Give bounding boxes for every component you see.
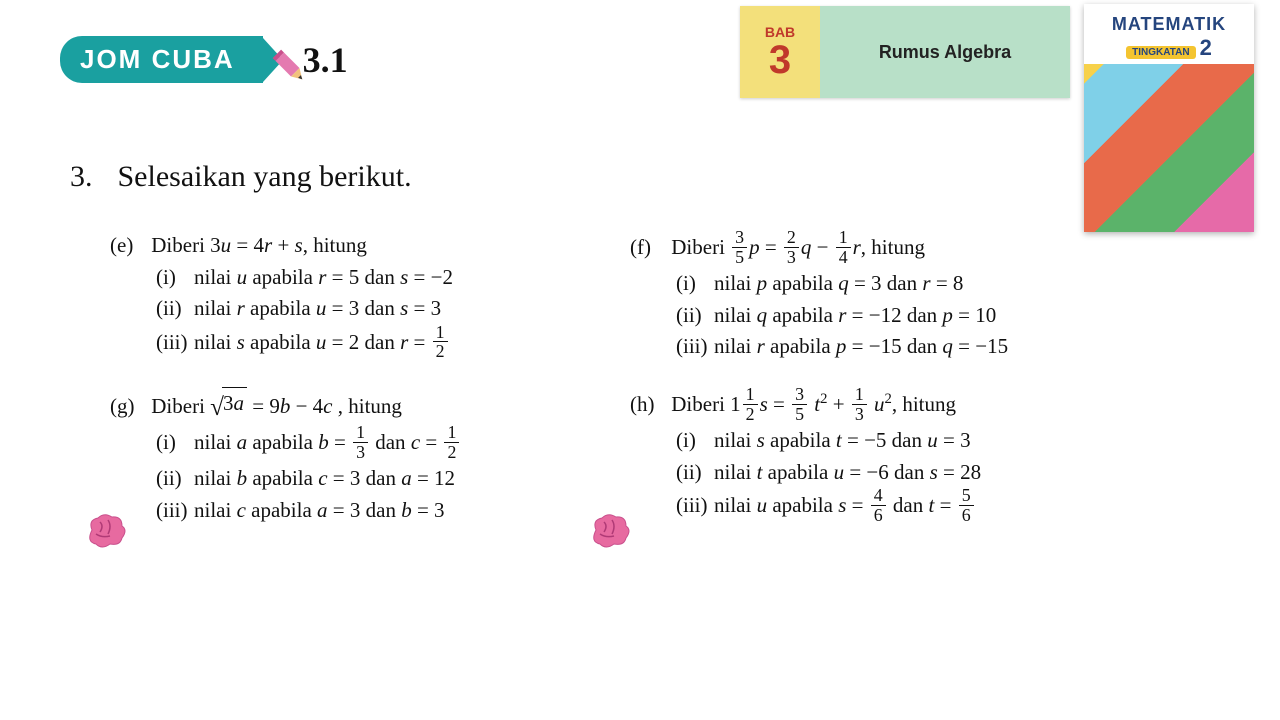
textbook-cover: MATEMATIK TINGKATAN 2 — [1084, 4, 1254, 232]
problem-f: (f) Diberi 35p = 23q − 14r, hitung (i)ni… — [630, 230, 1150, 363]
book-sublabel: TINGKATAN — [1126, 46, 1195, 59]
question-text: Selesaikan yang berikut. — [118, 160, 412, 193]
pencil-icon — [269, 46, 313, 90]
problem-e-head: (e) Diberi 3u = 4r + s, hitung — [110, 230, 570, 262]
problem-g: (g) Diberi √3a = 9b − 4c , hitung (i)nil… — [110, 387, 570, 527]
problem-g-ii: (ii)nilai b apabila c = 3 dan a = 12 — [110, 463, 570, 495]
problem-g-iii: (iii)nilai c apabila a = 3 dan b = 3 — [110, 495, 570, 527]
problem-g-i: (i)nilai a apabila b = 13 dan c = 12 — [110, 425, 570, 463]
problems-grid: (e) Diberi 3u = 4r + s, hitung (i)nilai … — [110, 230, 1190, 527]
problem-e-ii: (ii)nilai r apabila u = 3 dan s = 3 — [110, 293, 570, 325]
jom-cuba-badge: JOM CUBA 3.1 — [60, 36, 348, 83]
book-form-number: 2 — [1200, 35, 1212, 60]
problem-f-head: (f) Diberi 35p = 23q − 14r, hitung — [630, 230, 1150, 268]
problem-f-i: (i)nilai p apabila q = 3 dan r = 8 — [630, 268, 1150, 300]
problem-h-head: (h) Diberi 112s = 35 t2 + 13 u2, hitung — [630, 387, 1150, 425]
badge-arrow — [263, 38, 283, 82]
badge-text: JOM CUBA — [60, 36, 263, 83]
question-number: 3. — [70, 160, 110, 194]
problem-h-ii: (ii)nilai t apabila u = −6 dan s = 28 — [630, 457, 1150, 489]
bab-number: 3 — [769, 40, 791, 80]
problem-h-i: (i)nilai s apabila t = −5 dan u = 3 — [630, 425, 1150, 457]
chapter-title: Rumus Algebra — [820, 42, 1070, 63]
problem-e-i: (i)nilai u apabila r = 5 dan s = −2 — [110, 262, 570, 294]
problem-f-iii: (iii)nilai r apabila p = −15 dan q = −15 — [630, 331, 1150, 363]
problem-h: (h) Diberi 112s = 35 t2 + 13 u2, hitung … — [630, 387, 1150, 527]
question-header: 3. Selesaikan yang berikut. — [70, 160, 412, 194]
book-header: MATEMATIK TINGKATAN 2 — [1084, 4, 1254, 64]
problem-f-ii: (ii)nilai q apabila r = −12 dan p = 10 — [630, 300, 1150, 332]
chapter-card: BAB 3 Rumus Algebra — [740, 6, 1070, 98]
chapter-tab: BAB 3 — [740, 6, 820, 98]
problem-h-iii: (iii)nilai u apabila s = 46 dan t = 56 — [630, 488, 1150, 526]
problem-e-iii: (iii)nilai s apabila u = 2 dan r = 12 — [110, 325, 570, 363]
problem-e: (e) Diberi 3u = 4r + s, hitung (i)nilai … — [110, 230, 570, 363]
problem-g-head: (g) Diberi √3a = 9b − 4c , hitung — [110, 387, 570, 425]
book-title: MATEMATIK — [1084, 14, 1254, 35]
